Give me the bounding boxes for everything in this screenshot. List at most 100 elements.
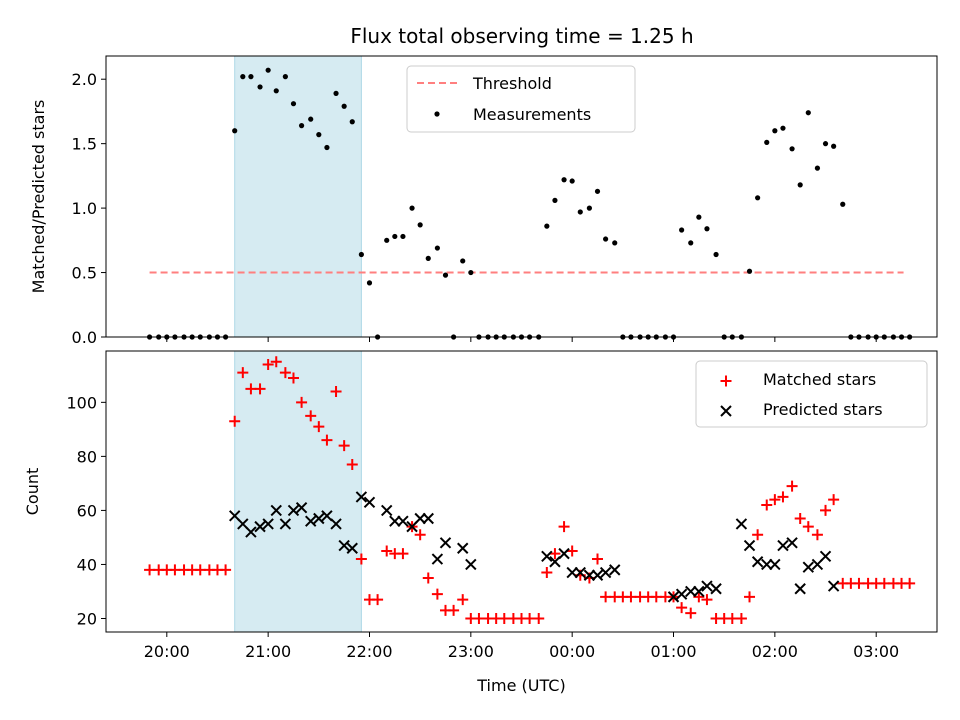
matched-star-point: [346, 458, 358, 470]
top-y-tick-label: 0.0: [72, 328, 97, 347]
top-y-tick-label: 1.0: [72, 199, 97, 218]
legend-threshold-label: Threshold: [472, 74, 552, 93]
matched-star-point: [820, 504, 832, 516]
predicted-star-point: [330, 518, 342, 530]
predicted-star-point: [279, 518, 292, 530]
measurement-point: [594, 188, 601, 194]
measurement-point: [248, 74, 254, 80]
matched-star-point: [270, 356, 282, 368]
measurement-point: [257, 84, 263, 90]
predicted-star-point: [802, 561, 815, 573]
measurement-point: [797, 182, 803, 188]
predicted-star-point: [675, 588, 688, 600]
predicted-star-point: [667, 591, 680, 603]
x-tick-label: 23:00: [448, 642, 494, 661]
measurement-point: [265, 67, 271, 73]
predicted-star-point: [609, 564, 621, 576]
measurement-point: [569, 178, 575, 184]
measurement-point: [552, 197, 558, 203]
predicted-star-point: [457, 542, 469, 554]
x-tick-label: 01:00: [650, 642, 696, 661]
matched-star-point: [457, 594, 469, 606]
bot-y-tick-label: 80: [77, 447, 97, 466]
measurement-point: [780, 125, 786, 131]
matched-star-point: [262, 359, 274, 371]
matched-star-point: [761, 499, 773, 511]
measurement-point: [746, 268, 753, 274]
matched-star-point: [296, 396, 308, 408]
x-tick-label: 02:00: [752, 642, 798, 661]
measurement-point: [789, 146, 795, 152]
predicted-star-point: [827, 580, 840, 592]
predicted-star-point: [363, 496, 376, 509]
x-tick-label: 22:00: [346, 642, 392, 661]
measurement-point: [713, 251, 719, 258]
matched-star-point: [305, 410, 317, 422]
predicted-star-point: [761, 558, 773, 571]
matched-star-point: [904, 577, 916, 589]
x-tick-label: 03:00: [853, 642, 899, 661]
measurement-point: [273, 88, 279, 94]
measurement-point: [384, 237, 390, 243]
bot-y-tick-label: 100: [66, 393, 97, 412]
predicted-star-point: [693, 585, 705, 598]
predicted-star-point: [599, 566, 612, 579]
x-tick-label: 21:00: [245, 642, 291, 661]
predicted-star-point: [685, 585, 697, 598]
bottom-legend: Matched stars Predicted stars: [695, 360, 928, 428]
matched-star-point: [279, 367, 291, 379]
bot-y-tick-label: 20: [77, 609, 97, 628]
matched-star-point: [735, 612, 747, 624]
top-axes-frame: [105, 55, 938, 338]
measurement-point: [772, 128, 778, 134]
predicted-star-point: [777, 539, 789, 552]
matched-star-point: [769, 494, 781, 506]
bottom-axes-frame: [105, 350, 938, 633]
predicted-star-point: [465, 558, 477, 571]
measurement-point: [298, 123, 305, 129]
measurement-point: [425, 255, 431, 261]
top-legend: Threshold Measurements: [406, 65, 636, 133]
matched-star-point: [254, 383, 266, 395]
matched-star-point: [794, 513, 806, 525]
predicted-star-point: [710, 583, 722, 595]
measurement-point: [805, 110, 811, 116]
measurement-point: [612, 240, 618, 246]
matched-star-point: [802, 521, 814, 533]
legend-measurement-swatch: [434, 111, 440, 117]
top-y-ticks: 0.0 0.5 1.0 1.5 2.0: [72, 70, 106, 347]
count-panel: 20 40 60 80 100 20:00 21:00 22:00 23:00 00:00 01:…: [23, 350, 938, 695]
matched-star-point: [414, 529, 426, 541]
measurement-point: [822, 141, 829, 147]
matched-star-point: [313, 421, 325, 433]
predicted-star-point: [397, 515, 409, 527]
matched-star-point: [549, 548, 561, 560]
measurement-point: [240, 74, 246, 80]
matched-star-point: [338, 440, 350, 452]
predicted-star-point: [262, 518, 274, 530]
matched-star-point: [676, 602, 688, 614]
matched-star-point: [777, 491, 789, 503]
top-x-ticks: [166, 337, 877, 342]
measurement-point: [840, 201, 846, 207]
predicted-star-point: [422, 512, 434, 525]
matched-star-point: [744, 591, 756, 603]
top-y-tick-label: 0.5: [72, 264, 97, 283]
predicted-star-point: [270, 504, 282, 517]
measurement-point: [333, 90, 339, 96]
measurement-point: [704, 226, 710, 232]
matched-star-point: [752, 529, 764, 541]
matched-star-point: [541, 567, 553, 579]
predicted-star-point: [566, 566, 578, 579]
predicted-star-point: [751, 556, 764, 568]
predicted-star-point: [769, 558, 781, 571]
measurement-point: [577, 209, 583, 215]
legend-matched-swatch: [720, 375, 732, 387]
matched-star-point: [558, 521, 570, 533]
predicted-star-point: [346, 542, 358, 554]
measurement-point: [316, 132, 322, 138]
measurement-point: [561, 177, 567, 183]
predicted-star-point: [287, 504, 300, 517]
matched-star-point: [397, 548, 409, 560]
predicted-star-point: [431, 553, 444, 565]
